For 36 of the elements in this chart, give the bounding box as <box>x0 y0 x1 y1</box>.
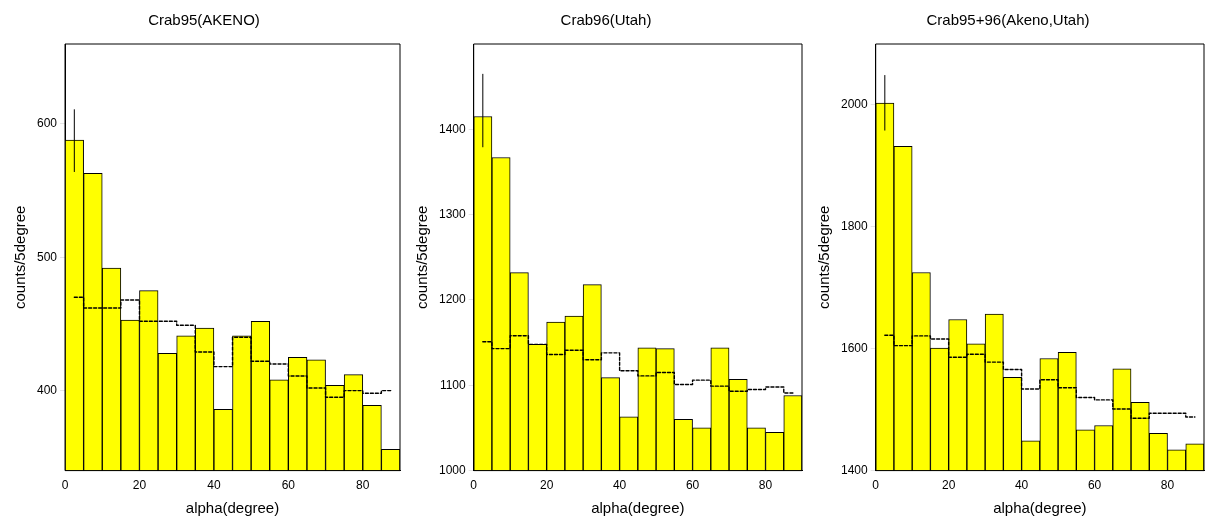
y-tick-label: 600 <box>36 116 58 131</box>
x-tick-label: 80 <box>356 478 370 493</box>
y-tick-label: 400 <box>36 382 58 397</box>
y-tick-label: 1600 <box>840 341 869 356</box>
y-tick-label: 500 <box>36 249 58 264</box>
y-tick-label: 1200 <box>438 292 467 307</box>
chart-title: Crab95(AKENO) <box>148 11 260 29</box>
y-axis-title: counts/5degree <box>815 205 833 310</box>
x-tick-label: 40 <box>1014 478 1029 493</box>
x-tick-label: 0 <box>470 478 478 493</box>
y-tick-label: 1100 <box>439 377 467 392</box>
chart-title: Crab96(Utah) <box>560 11 652 29</box>
x-tick-label: 20 <box>539 478 554 493</box>
x-tick-label: 60 <box>1087 478 1102 493</box>
x-tick-label: 60 <box>685 478 700 493</box>
x-axis-title: alpha(degree) <box>591 499 685 517</box>
y-tick-label: 1800 <box>840 219 869 234</box>
x-tick-label: 0 <box>61 478 69 493</box>
x-axis-title: alpha(degree) <box>185 499 280 517</box>
x-tick-label: 60 <box>281 478 296 493</box>
y-axis-title: counts/5degree <box>11 205 29 310</box>
x-axis-title: alpha(degree) <box>993 499 1087 517</box>
chart-title: Crab95+96(Akeno,Utah) <box>926 11 1090 29</box>
x-tick-label: 20 <box>941 478 956 493</box>
x-tick-label: 80 <box>758 478 773 493</box>
x-tick-label: 40 <box>612 478 627 493</box>
x-tick-label: 80 <box>1160 478 1175 493</box>
y-tick-label: 1400 <box>438 121 467 136</box>
x-tick-label: 20 <box>132 478 147 493</box>
x-tick-label: 0 <box>872 478 880 493</box>
y-tick-label: 1000 <box>438 462 467 477</box>
x-tick-label: 40 <box>207 478 221 493</box>
y-tick-label: 1300 <box>438 206 467 221</box>
y-tick-label: 1400 <box>840 462 869 477</box>
y-tick-label: 2000 <box>840 97 869 112</box>
y-axis-title: counts/5degree <box>413 205 431 310</box>
